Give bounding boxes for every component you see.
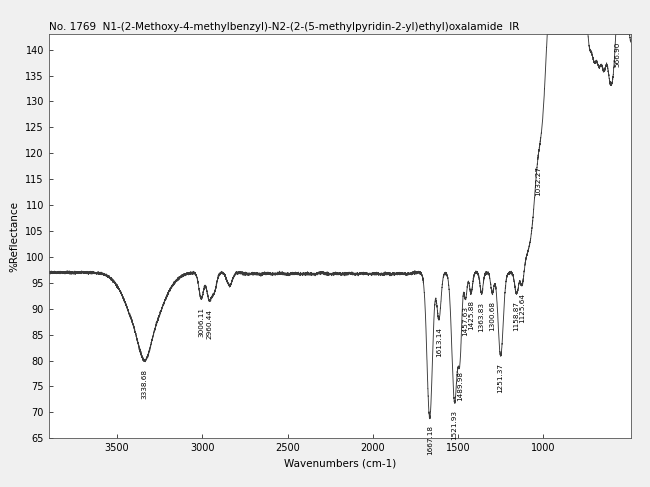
Text: 1521.93: 1521.93 bbox=[452, 410, 458, 440]
Text: 1158.87: 1158.87 bbox=[514, 301, 519, 331]
Text: 1363.83: 1363.83 bbox=[478, 302, 484, 332]
Text: 1489.98: 1489.98 bbox=[457, 372, 463, 401]
Text: 1613.14: 1613.14 bbox=[436, 327, 442, 357]
Text: 1125.64: 1125.64 bbox=[519, 293, 525, 323]
Text: 1251.37: 1251.37 bbox=[498, 363, 504, 393]
Text: 2960.44: 2960.44 bbox=[206, 308, 212, 338]
Text: 1300.68: 1300.68 bbox=[489, 301, 495, 331]
Text: 566.90: 566.90 bbox=[614, 42, 620, 67]
Text: 3006.11: 3006.11 bbox=[198, 307, 204, 337]
Text: 3338.68: 3338.68 bbox=[142, 369, 148, 399]
Text: 1457.63: 1457.63 bbox=[462, 306, 469, 336]
Text: 1425.88: 1425.88 bbox=[468, 300, 474, 330]
X-axis label: Wavenumbers (cm-1): Wavenumbers (cm-1) bbox=[283, 459, 396, 468]
Text: No. 1769  N1-(2-Methoxy-4-methylbenzyl)-N2-(2-(5-methylpyridin-2-yl)ethyl)oxalam: No. 1769 N1-(2-Methoxy-4-methylbenzyl)-N… bbox=[49, 22, 519, 32]
Y-axis label: %Reflectance: %Reflectance bbox=[10, 201, 20, 272]
Text: 1667.18: 1667.18 bbox=[426, 425, 433, 455]
Text: 1032.27: 1032.27 bbox=[535, 166, 541, 196]
